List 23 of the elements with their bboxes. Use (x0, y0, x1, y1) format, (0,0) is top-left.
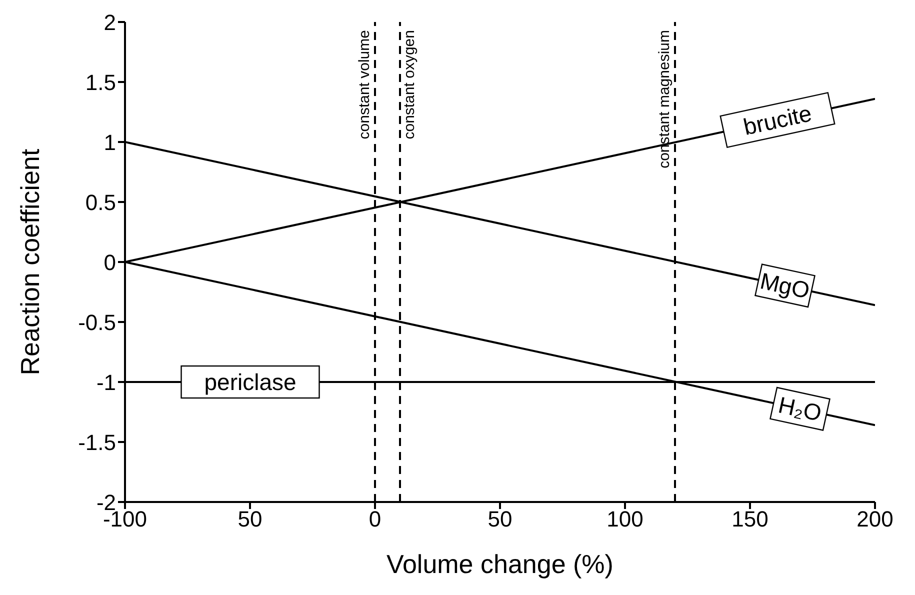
y-tick-label: 2 (104, 10, 116, 35)
text: H₂O (776, 392, 824, 426)
y-tick-label: 1 (104, 130, 116, 155)
x-tick-label: 0 (368, 506, 382, 532)
y-tick-label: -1.5 (78, 430, 116, 455)
y-tick-label: 0.5 (85, 190, 116, 215)
text: MgO (758, 268, 812, 304)
y-tick-label: -1 (96, 370, 116, 395)
text: brucite (741, 100, 814, 140)
x-tick-label: 150 (732, 506, 768, 532)
ref-line-label: constant magnesium (656, 30, 673, 168)
ref-line-label: constant oxygen (401, 30, 418, 140)
x-tick-label: 50 (488, 506, 512, 532)
y-axis-title: Reaction coefficient (15, 148, 46, 376)
y-tick-label: -0.5 (78, 310, 116, 335)
ref-line-label: constant volume (356, 30, 373, 140)
x-tick-label: 50 (238, 506, 262, 532)
y-tick-label: 1.5 (85, 70, 116, 95)
y-tick-label: 0 (104, 250, 116, 275)
series-label: periclase (204, 369, 296, 395)
x-tick-label: 100 (606, 506, 644, 532)
x-axis-title: Volume change (%) (386, 549, 614, 579)
x-tick-label: 200 (856, 506, 894, 532)
